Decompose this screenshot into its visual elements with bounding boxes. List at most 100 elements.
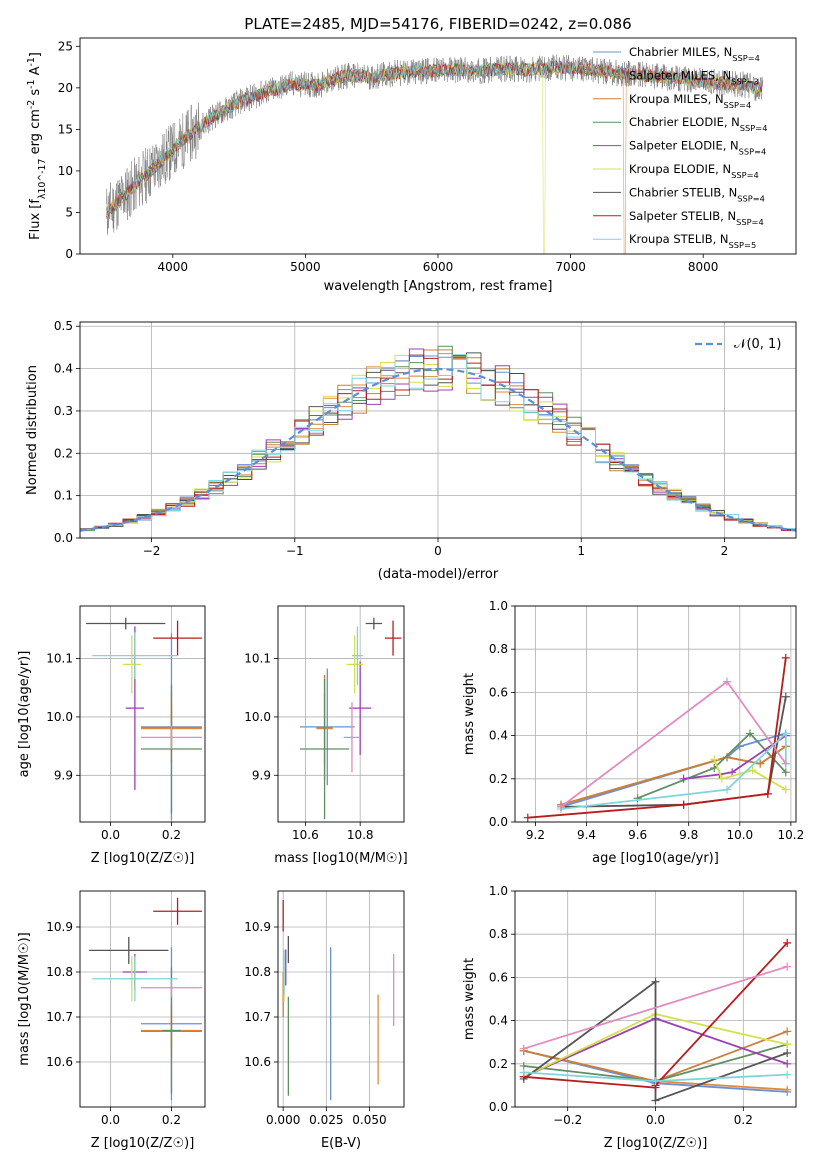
mass-vs-EBV-panel: 0.000 0.025 0.050 10.6 10.7 10.8 10.9 E(B-V): [244, 890, 405, 1151]
error-bar-point: [343, 702, 361, 773]
x-tick-label: 5000: [290, 260, 321, 274]
x-tick-label: 0.050: [352, 1113, 386, 1127]
weight-marker: [781, 759, 790, 768]
y-tick-label: 10: [58, 164, 73, 178]
weight-marker: [783, 1085, 792, 1094]
legend-entry: Kroupa STELIB, NSSP=5: [629, 232, 756, 250]
y-tick-label: 15: [58, 122, 73, 136]
x-tick-label: 7000: [555, 260, 586, 274]
axes-frame: [79, 37, 797, 255]
error-bar-point: [299, 678, 350, 820]
x-tick-label: 0.2: [162, 828, 181, 842]
weight-vs-Z-panel: −0.2 0.0 0.2 0.0 0.2 0.4 0.6 0.8 1.0 Z [log10(Z/Z…: [462, 884, 797, 1151]
x-tick-label: 10.2: [778, 828, 805, 842]
legend-entry: Kroupa MILES, NSSP=4: [629, 92, 751, 110]
y-tick-label: 0.4: [54, 362, 73, 376]
y-tick-label: 10.0: [244, 710, 271, 724]
observed-spectrum: [106, 54, 764, 235]
weight-marker: [781, 653, 790, 662]
legend-entry: Salpeter ELODIE, NSSP=4: [629, 139, 766, 157]
y-tick-label: 1.0: [489, 884, 508, 898]
weight-vs-age-ylabel: mass weight: [462, 673, 477, 755]
x-tick-label: −1: [286, 544, 304, 558]
age-vs-mass-xlabel: mass [log10(M/M☉)]: [274, 851, 407, 866]
y-tick-label: 10.1: [46, 652, 73, 666]
weight-marker: [679, 800, 688, 809]
x-tick-label: 0.000: [266, 1113, 300, 1127]
y-tick-label: 25: [58, 39, 73, 53]
error-bar-point: [346, 635, 363, 694]
x-tick-label: −2: [143, 544, 161, 558]
mass-vs-EBV-xlabel: E(B-V): [321, 1136, 361, 1151]
error-bar-point: [153, 897, 202, 925]
weight-marker: [556, 802, 565, 811]
mass-vs-Z-ylabel: mass [log10(M/M☉)]: [17, 932, 32, 1065]
model-spectrum-line: [106, 60, 763, 217]
weight-marker: [748, 766, 757, 775]
mass-vs-Z-xlabel: Z [log10(Z/Z☉)]: [91, 1136, 195, 1151]
weight-vs-age-xlabel: age [log10(age/yr)]: [592, 851, 719, 866]
weight-marker: [763, 789, 772, 798]
weight-marker: [710, 755, 719, 764]
y-tick-label: 0.8: [489, 642, 508, 656]
error-bars: [282, 900, 395, 1101]
y-tick-label: 0.8: [489, 927, 508, 941]
weight-marker: [783, 938, 792, 947]
x-tick-label: 6000: [423, 260, 454, 274]
axes-frame: [79, 321, 797, 539]
x-tick-label: 1: [577, 544, 585, 558]
x-tick-label: 0.0: [646, 1113, 665, 1127]
error-bar-point: [86, 617, 166, 630]
x-tick-label: 8000: [688, 260, 719, 274]
x-tick-label: 9.2: [526, 828, 545, 842]
weight-series-line: [523, 965, 788, 1050]
weight-lines: [519, 938, 792, 1105]
weight-marker: [783, 1059, 792, 1068]
y-tick-label: 10.1: [244, 652, 271, 666]
error-bars: [89, 897, 202, 1101]
spectrum-ylabel: Flux [fλ10^-17 erg cm-2 s-1 A-1]: [26, 52, 48, 240]
spectrum-xlabel: wavelength [Angstrom, rest frame]: [324, 279, 553, 294]
age-vs-Z-panel: 0.0 0.2 9.9 10.0 10.1 Z [log10(Z/Z☉)] age [log…: [17, 605, 206, 866]
y-tick-label: 20: [58, 81, 73, 95]
y-tick-label: 0.0: [489, 815, 508, 829]
error-bar-point: [384, 620, 402, 656]
y-tick-label: 10.6: [244, 1055, 271, 1069]
axes-frame: [277, 605, 405, 823]
residuals-panel: −2 −1 0 1 2 0.0 0.1 0.2 0.3 0.4 0.5 (data-model)/er…: [25, 319, 797, 582]
weight-marker: [723, 677, 732, 686]
weight-marker: [746, 729, 755, 738]
y-tick-label: 0.4: [489, 1014, 508, 1028]
weight-marker: [781, 768, 790, 777]
y-tick-label: 9.9: [54, 768, 73, 782]
x-tick-label: 4000: [158, 260, 189, 274]
weight-marker: [519, 1044, 528, 1053]
y-tick-label: 0.0: [489, 1100, 508, 1114]
y-tick-label: 5: [65, 205, 73, 219]
weight-marker: [723, 785, 732, 794]
spectrum-lines: [106, 54, 764, 254]
x-tick-label: 9.8: [679, 828, 698, 842]
gaussian-curve: [80, 367, 796, 532]
axes-frame: [79, 890, 206, 1108]
residuals-ylabel: Normed distribution: [25, 365, 40, 495]
legend-entry: 𝒩(0, 1): [734, 337, 781, 352]
legend-entry: Salpeter MILES, NSSP=3: [629, 68, 759, 86]
weight-marker: [651, 977, 660, 986]
x-tick-label: 10.0: [726, 828, 753, 842]
model-spectrum-line: [106, 60, 763, 215]
error-bar-point: [153, 620, 202, 656]
weight-marker: [728, 768, 737, 777]
y-tick-label: 10.8: [46, 965, 73, 979]
histogram-series: [80, 354, 796, 533]
axes-frame: [514, 890, 797, 1108]
x-tick-label: 9.4: [577, 828, 596, 842]
y-tick-label: 0.1: [54, 489, 73, 503]
y-tick-label: 0.5: [54, 319, 73, 333]
y-tick-label: 0.2: [489, 772, 508, 786]
weight-series-line: [683, 734, 787, 780]
legend-entry: Chabrier STELIB, NSSP=4: [629, 185, 765, 203]
y-tick-label: 0.4: [489, 729, 508, 743]
weight-series-line: [713, 759, 787, 791]
